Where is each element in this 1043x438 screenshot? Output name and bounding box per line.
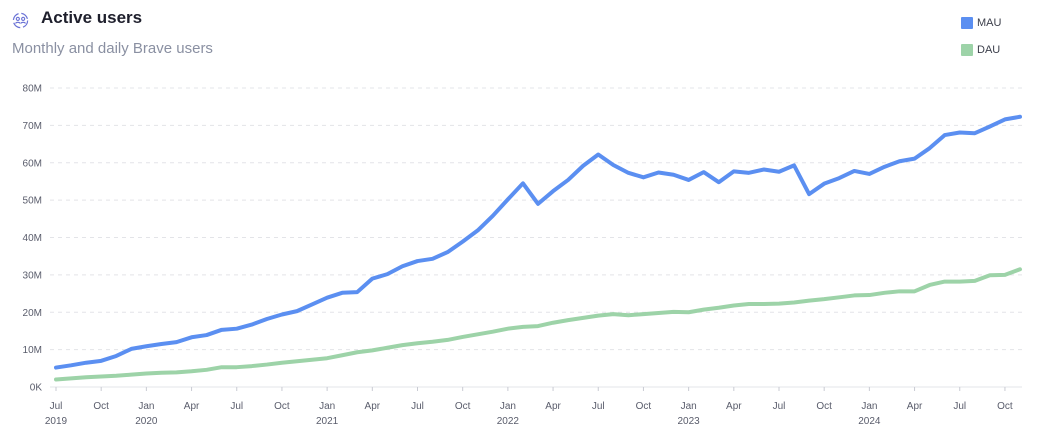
- series-line-mau: [54, 114, 1022, 370]
- x-tick-label: Oct: [455, 401, 471, 412]
- x-tick-label: Apr: [726, 401, 742, 412]
- x-tick-label: Jan: [138, 401, 154, 412]
- x-tick-label: Jan: [319, 401, 335, 412]
- x-tick-label: Jan: [500, 401, 516, 412]
- y-tick-label: 10M: [23, 345, 42, 356]
- x-tick-label: Oct: [997, 401, 1013, 412]
- x-tick-label: Oct: [93, 401, 109, 412]
- x-tick-year-label: 2020: [135, 416, 158, 427]
- legend-item-mau[interactable]: MAU: [961, 14, 1037, 32]
- x-tick-label: Apr: [184, 401, 200, 412]
- y-tick-label: 50M: [23, 196, 42, 207]
- x-tick-label: Jul: [592, 401, 605, 412]
- y-tick-label: 30M: [23, 270, 42, 281]
- x-tick-label: Apr: [907, 401, 923, 412]
- x-tick-label: Oct: [274, 401, 290, 412]
- chart-title: Active users: [41, 8, 143, 27]
- x-tick-label: Jan: [861, 401, 877, 412]
- series-line-dau: [54, 267, 1022, 382]
- legend-item-dau[interactable]: DAU: [961, 41, 1037, 59]
- x-tick-label: Jul: [953, 401, 966, 412]
- x-tick-label: Apr: [545, 401, 561, 412]
- x-tick-year-label: 2024: [858, 416, 881, 427]
- y-tick-label: 80M: [23, 84, 42, 95]
- x-tick-label: Oct: [636, 401, 652, 412]
- chart-subtitle: Monthly and daily Brave users: [12, 40, 213, 57]
- y-tick-label: 20M: [23, 308, 42, 319]
- y-tick-label: 0K: [30, 383, 43, 394]
- y-tick-label: 70M: [23, 121, 42, 132]
- x-tick-year-label: 2021: [316, 416, 339, 427]
- x-tick-label: Jul: [50, 401, 63, 412]
- legend-label-mau: MAU: [977, 17, 1002, 29]
- users-cycle-icon: [12, 12, 29, 29]
- x-tick-label: Jul: [411, 401, 424, 412]
- x-tick-year-label: 2022: [497, 416, 520, 427]
- x-tick-label: Jul: [773, 401, 786, 412]
- x-tick-label: Oct: [816, 401, 832, 412]
- x-tick-year-label: 2019: [45, 416, 68, 427]
- x-tick-label: Jan: [681, 401, 697, 412]
- legend-label-dau: DAU: [977, 44, 1001, 56]
- x-tick-label: Jul: [230, 401, 243, 412]
- x-tick-year-label: 2023: [678, 416, 701, 427]
- legend-swatch-dau: [961, 44, 973, 56]
- x-tick-label: Apr: [365, 401, 381, 412]
- legend-swatch-mau: [961, 17, 973, 29]
- y-tick-label: 40M: [23, 233, 42, 244]
- y-tick-label: 60M: [23, 158, 42, 169]
- legend: MAU DAU: [961, 14, 1037, 68]
